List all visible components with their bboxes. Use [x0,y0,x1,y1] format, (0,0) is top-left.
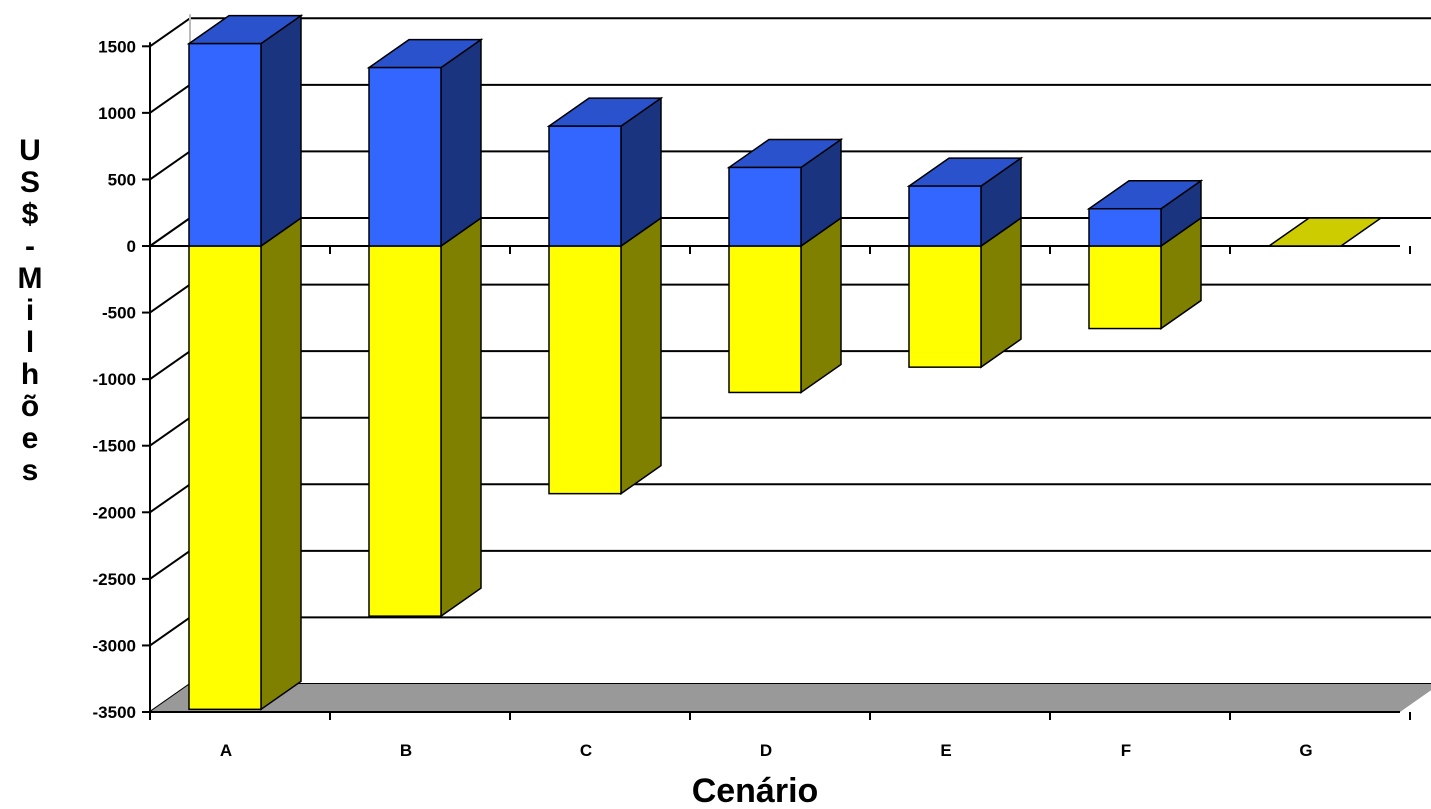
bar-B-negative [366,216,484,618]
y-axis-title-char: i [26,294,34,327]
y-tick-label: 1500 [98,37,136,56]
y-axis-title-char: l [26,326,34,359]
y-axis-title-char: õ [21,390,39,423]
bar-D-negative-side [800,216,842,394]
bar-B-positive [366,38,484,248]
bar-A-negative-side [260,216,302,711]
y-tick-label: -2500 [93,570,136,589]
gridline-diagonal [149,17,191,48]
x-tick-label: G [1299,741,1312,760]
bar-D-negative-front [728,245,802,394]
y-tick-label: 1000 [98,104,136,123]
x-tick-label: C [580,741,592,760]
bar-B-negative-front [368,245,442,617]
y-tick-label: -3000 [93,636,136,655]
bars [186,14,1384,711]
gridline-diagonal [149,150,191,181]
bar-B-positive-front [368,66,442,247]
x-tick-label: E [940,741,951,760]
bar-A-negative [186,216,304,711]
y-axis-title-char: U [19,134,41,167]
y-axis-title-char: e [22,422,39,455]
y-axis-title-char: - [25,230,35,263]
y-tick-label: -500 [102,304,136,323]
gridline-diagonal [149,483,191,514]
bar-C-positive-front [548,125,622,247]
y-axis-title-char: $ [22,198,39,231]
gridline-diagonal [149,416,191,447]
y-tick-label: -3500 [93,703,136,722]
y-tick-label: -2000 [93,503,136,522]
bar-B-positive-side [440,38,482,248]
bar-A-positive-side [260,14,302,248]
bar-D-positive [726,138,844,248]
bar-D-positive-front [728,166,802,247]
bar-A-negative-front [188,245,262,711]
x-tick-label: B [400,741,412,760]
gridline-diagonal [149,217,191,247]
y-tick-label: -1000 [93,370,136,389]
bar-A-positive [186,14,304,248]
bar-F-positive-front [1088,207,1162,247]
bar-C-positive [546,96,664,248]
gridline-diagonal [149,84,191,114]
y-tick-label: -1500 [93,437,136,456]
y-axis-title-char: h [21,358,39,391]
tick-labels: 1500 1000 500 0 -500 -1000 -1500 -2000 -2500 -300… [93,37,1313,760]
y-tick-label: 500 [108,170,136,189]
bar-E-negative-front [908,245,982,368]
x-tick-label: F [1121,741,1131,760]
bar-E-positive-front [908,185,982,247]
y-axis-title-char: M [18,262,43,295]
bar-F-positive [1086,179,1204,248]
gridline-diagonal [149,616,191,647]
x-tick-label: D [760,741,772,760]
gridline-diagonal [149,350,191,380]
bar-C-negative [546,216,664,496]
gridline-diagonal [149,550,191,580]
x-tick-label: A [220,741,232,760]
bar-A-positive-front [188,42,262,247]
y-axis-title-char: S [20,166,40,199]
bar-F-negative-front [1088,245,1162,330]
bar-C-negative-side [620,216,662,496]
bar-G-zero [1266,217,1384,247]
x-axis-title: Cenário [692,772,819,809]
gridline-diagonal [149,283,191,314]
chart-floor [150,684,1431,712]
y-axis-title-char: s [22,454,39,487]
bar-B-negative-side [440,216,482,618]
bar-E-positive [906,156,1024,248]
y-tick-label: 0 [127,237,136,256]
bar-C-negative-front [548,245,622,495]
